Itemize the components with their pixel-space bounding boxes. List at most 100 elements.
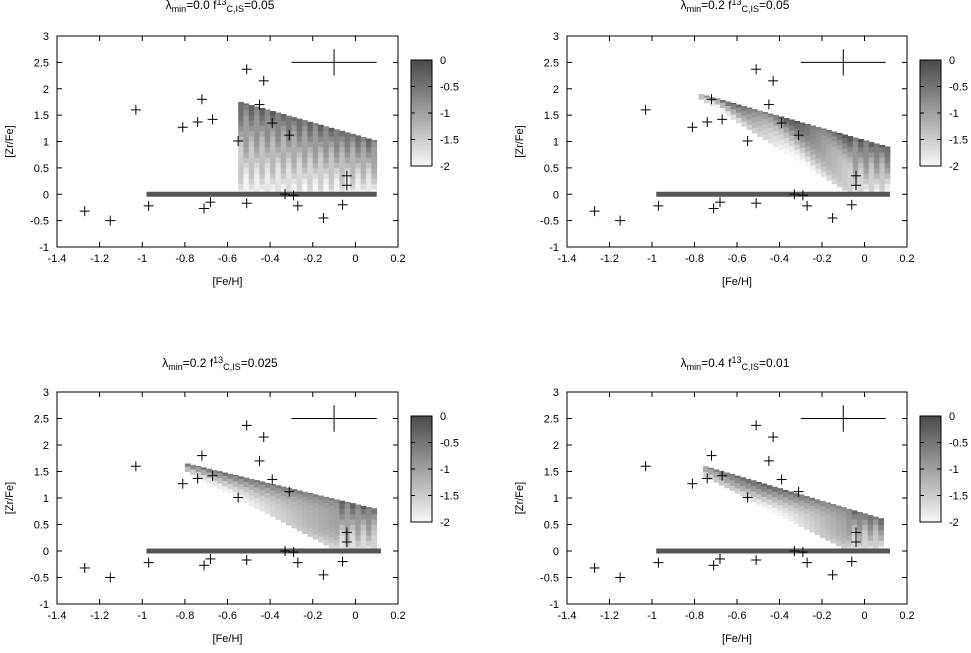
heatmap-cell <box>302 523 308 529</box>
heatmap-cell <box>842 174 848 181</box>
heatmap-cell <box>275 498 282 504</box>
heatmap-cell <box>366 535 372 541</box>
heatmap-cell <box>371 529 378 536</box>
heatmap-cell <box>339 540 346 547</box>
title-part: min <box>687 4 702 14</box>
heatmap-cell <box>307 141 314 148</box>
heatmap-cell <box>350 162 356 169</box>
heatmap-cell <box>318 499 324 506</box>
heatmap-cell <box>334 545 340 551</box>
heatmap-cell <box>740 485 746 492</box>
colorbar-tick-label: -2 <box>949 517 959 529</box>
heatmap-cell <box>291 146 298 153</box>
heatmap-cell <box>709 100 716 107</box>
x-tick-label: -0.4 <box>770 610 789 622</box>
heatmap-cell <box>858 178 864 185</box>
heatmap-cell <box>835 505 842 510</box>
heatmap-cell <box>805 129 811 136</box>
heatmap-cell <box>852 152 859 158</box>
heatmap-cell <box>275 492 282 499</box>
heatmap-cell <box>339 535 346 541</box>
heatmap-cell <box>805 161 811 168</box>
heatmap-cell <box>847 140 854 147</box>
y-tick-label: 2 <box>553 84 559 96</box>
heatmap-cell <box>291 157 298 163</box>
heatmap-cell <box>729 485 736 492</box>
heatmap-cell <box>302 130 308 137</box>
heatmap-cell <box>831 157 838 163</box>
heatmap-cell <box>750 491 757 497</box>
heatmap-cell <box>280 486 287 491</box>
star-marker <box>827 212 838 223</box>
heatmap-cell <box>238 115 244 121</box>
heatmap-cell <box>296 525 303 532</box>
heatmap-cell <box>815 147 822 153</box>
heatmap-cell <box>745 478 752 484</box>
heatmap-cell <box>275 183 282 190</box>
heatmap-cell <box>318 495 324 501</box>
heatmap-cell <box>826 129 832 134</box>
heatmap-cell <box>334 534 340 541</box>
heatmap-cell <box>734 488 741 494</box>
heatmap-cell <box>302 173 308 179</box>
star-marker <box>653 200 664 211</box>
title-part: =0.025 <box>241 356 278 370</box>
heatmap-cell <box>318 173 324 179</box>
heatmap-cell <box>243 120 250 127</box>
heatmap-cell <box>820 161 827 167</box>
colorbar-tick-label: -1 <box>949 108 959 120</box>
heatmap-cell <box>863 162 870 169</box>
colorbar-step <box>411 152 432 156</box>
star-marker <box>288 190 299 201</box>
heatmap-cell <box>280 136 287 142</box>
heatmap-cell <box>232 475 239 482</box>
heatmap-cell <box>819 511 826 517</box>
heatmap-cell <box>334 529 340 536</box>
colorbar-step <box>920 503 941 507</box>
colorbar-step <box>411 463 432 467</box>
heatmap-cell <box>248 125 255 132</box>
heatmap-cell <box>323 534 330 541</box>
heatmap-cell <box>259 109 266 116</box>
colorbar-step <box>411 147 432 151</box>
heatmap-cell <box>879 173 886 179</box>
heatmap-cell <box>355 173 362 179</box>
colorbar-step <box>411 81 432 85</box>
heatmap-cell <box>798 515 805 522</box>
heatmap-cell <box>782 502 789 509</box>
heatmap-cell <box>216 477 223 484</box>
star-marker <box>143 200 154 211</box>
heatmap-cell <box>761 501 768 508</box>
colorbar-step <box>920 455 941 459</box>
heatmap-cell <box>725 105 732 112</box>
colorbar-step <box>920 421 941 425</box>
heatmap-cell <box>741 106 747 111</box>
y-tick-label: 1 <box>43 493 49 505</box>
heatmap-cell <box>302 120 308 121</box>
heatmap-cell <box>751 109 758 113</box>
heatmap-cell <box>868 141 875 148</box>
heatmap-cell <box>222 480 228 487</box>
colorbar-step <box>920 511 941 515</box>
heatmap-cell <box>259 484 266 491</box>
heatmap-cell <box>772 502 778 508</box>
colorbar-step <box>920 506 941 510</box>
heatmap-cell <box>810 154 817 160</box>
x-tick-label: 0.2 <box>899 610 914 622</box>
heatmap-cell <box>227 483 234 490</box>
heatmap-cell <box>371 508 378 515</box>
heatmap-cell <box>339 146 346 153</box>
heatmap-cell <box>302 136 308 142</box>
heatmap-cell <box>264 178 271 185</box>
heatmap-cell <box>842 179 848 186</box>
colorbar-step <box>920 67 941 72</box>
y-tick-label: 1.5 <box>34 467 49 479</box>
heatmap-cell <box>852 137 859 142</box>
heatmap-cell <box>820 166 827 172</box>
heatmap-cell <box>291 512 298 518</box>
title-part: f <box>213 0 217 12</box>
heatmap-cell <box>841 537 847 544</box>
heatmap-cell <box>302 183 308 190</box>
heatmap-cell <box>344 524 351 531</box>
heatmap-cell <box>371 146 378 153</box>
